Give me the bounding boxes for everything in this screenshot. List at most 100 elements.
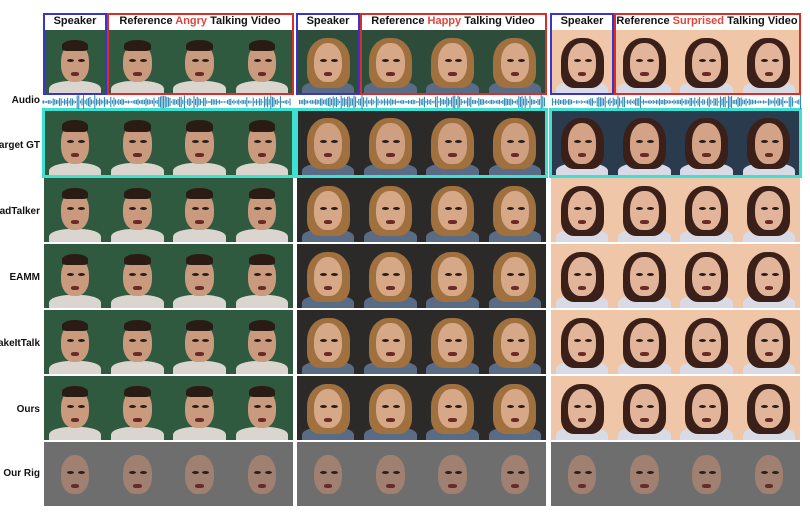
mouth — [70, 352, 80, 356]
reference-suffix: Talking Video — [461, 15, 535, 27]
face — [500, 256, 530, 297]
hair — [61, 385, 89, 397]
hair — [61, 120, 89, 132]
face — [376, 256, 405, 297]
reference-box — [360, 13, 547, 95]
eye — [517, 272, 525, 276]
mouth — [257, 220, 267, 224]
eye — [129, 58, 137, 62]
mouth — [702, 153, 711, 158]
mouth — [133, 418, 142, 422]
frame-strip — [297, 110, 546, 176]
eye — [382, 470, 390, 474]
video-frame — [422, 30, 484, 94]
face — [692, 123, 721, 165]
video-frame — [484, 244, 546, 308]
video-frame — [484, 442, 546, 506]
video-frame — [297, 30, 359, 94]
mouth — [640, 418, 649, 422]
mouth — [195, 286, 204, 290]
eye — [444, 58, 452, 62]
video-frame — [44, 110, 106, 176]
eye — [506, 338, 514, 342]
mouth — [640, 352, 649, 356]
hair — [124, 120, 151, 132]
frame-strip — [297, 244, 546, 308]
mouth — [764, 72, 774, 76]
video-frame — [106, 110, 168, 176]
face — [567, 190, 597, 231]
video-frame — [484, 178, 546, 242]
eye — [382, 404, 390, 408]
face — [500, 322, 530, 363]
eye — [771, 58, 779, 62]
mouth — [510, 484, 520, 488]
frame-strip — [551, 310, 800, 374]
face — [376, 42, 405, 83]
eye — [191, 272, 199, 276]
video-frame — [676, 376, 738, 440]
eye — [698, 58, 706, 62]
video-frame — [613, 442, 675, 506]
mouth — [577, 484, 587, 488]
face — [567, 388, 597, 429]
eye — [698, 470, 706, 474]
shirt — [235, 361, 288, 374]
reference-prefix: Reference — [119, 15, 176, 27]
eye — [760, 58, 768, 62]
hair — [186, 385, 213, 397]
mouth — [702, 72, 711, 76]
mouth — [257, 72, 267, 76]
reference-box — [614, 13, 801, 95]
face — [630, 190, 659, 231]
mouth — [577, 418, 587, 422]
video-frame — [231, 178, 293, 242]
video-frame — [738, 244, 800, 308]
reference-suffix: Talking Video — [724, 15, 798, 27]
eye — [636, 206, 644, 210]
face — [438, 256, 467, 297]
shirt — [235, 295, 288, 308]
video-frame — [231, 442, 293, 506]
video-frame — [551, 310, 613, 374]
frame-strip — [297, 376, 546, 440]
face — [313, 190, 343, 231]
mouth — [386, 352, 395, 356]
eye — [584, 58, 592, 62]
video-frame — [359, 110, 421, 176]
reference-box — [107, 13, 294, 95]
mouth — [640, 72, 649, 76]
face — [313, 42, 343, 83]
mouth — [702, 484, 711, 488]
face — [500, 190, 530, 231]
mouth — [764, 153, 774, 158]
video-frame — [359, 178, 421, 242]
face — [630, 388, 659, 429]
eye — [202, 139, 210, 143]
eye — [709, 338, 717, 342]
frame-strip — [44, 442, 293, 506]
eye — [444, 272, 452, 276]
frame-strip — [297, 30, 546, 94]
mouth — [386, 418, 395, 422]
frame-strip — [44, 178, 293, 242]
video-frame — [484, 376, 546, 440]
shirt — [48, 295, 102, 308]
eye — [393, 272, 401, 276]
eye — [393, 470, 401, 474]
hair — [61, 187, 89, 199]
mouth — [257, 352, 267, 356]
video-frame — [231, 376, 293, 440]
mouth — [323, 352, 333, 356]
video-frame — [613, 110, 675, 176]
mouth — [448, 220, 457, 224]
eye — [67, 272, 75, 276]
frame-strip — [551, 178, 800, 242]
mouth — [448, 352, 457, 356]
eye — [517, 58, 525, 62]
mouth — [386, 220, 395, 224]
video-frame — [738, 376, 800, 440]
mouth — [577, 72, 587, 76]
mouth — [702, 352, 711, 356]
eye — [253, 58, 261, 62]
